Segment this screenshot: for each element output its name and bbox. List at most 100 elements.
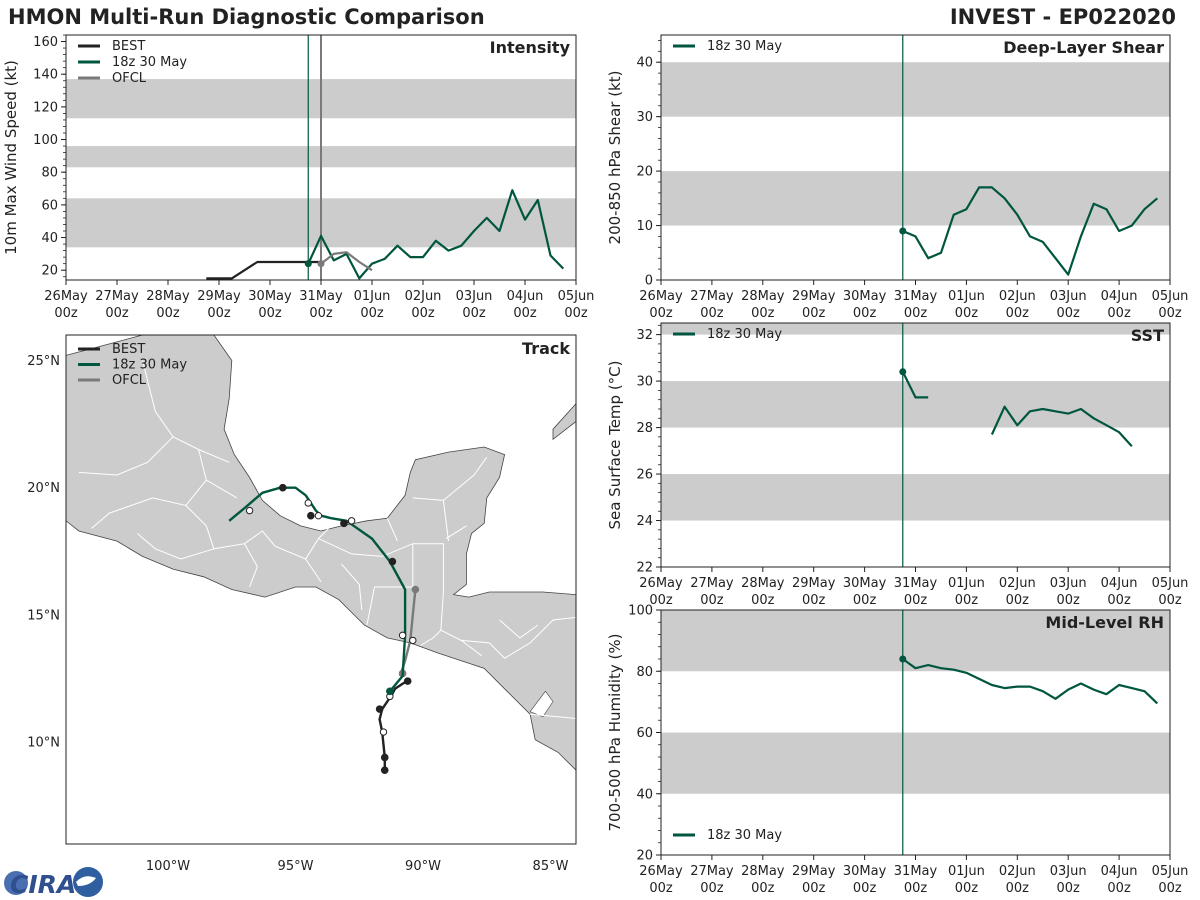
intensity-legend-label: 18z 30 May [112,55,187,70]
track-point-filled [278,483,287,492]
border-line [91,479,207,529]
intensity-xtick-hour: 00z [309,306,333,321]
shear-band [661,62,1170,117]
intensity-title: Intensity [490,38,571,57]
border-line [318,538,413,557]
intensity-xtick-hour: 00z [207,306,231,321]
intensity-xtick-hour: 00z [156,306,180,321]
intensity-model-start-point [304,260,312,268]
sst-xtick-hour: 00z [751,593,775,608]
sst-xtick-hour: 00z [1158,593,1182,608]
border-line [366,543,444,626]
sst-xtick-date: 26May [639,576,683,591]
track-point-open [347,517,356,525]
rh-band [661,610,1170,672]
shear-xtick-date: 28May [741,289,785,304]
shear-xtick-date: 04Jun [1101,289,1138,304]
rh-panel: 20 40 60 80 100 26May 00z 27May 00z 28May 00z 29May… [606,604,1188,897]
rh-xtick-date: 04Jun [1101,864,1138,879]
intensity-xtick-hour: 00z [258,306,282,321]
border-line [137,533,215,560]
intensity-ytick-label: 20 [41,264,58,279]
rh-title: Mid-Level RH [1045,613,1164,632]
rh-ytick-label: 20 [636,849,653,864]
intensity-ofcl-start-point [317,260,325,268]
rh-xtick-hour: 00z [802,881,826,896]
swirl-icon [76,876,96,886]
track-title: Track [522,339,570,358]
intensity-xtick-date: 26May [44,289,88,304]
sst-panel: 22 24 26 28 30 32 26May 00z 27May 00z 28May 00z 29Ma… [606,322,1188,608]
track-legend-label: BEST [112,342,145,357]
sst-xtick-date: 31May [894,576,938,591]
shear-ytick-label: 10 [636,219,653,234]
globe-icon [4,871,28,895]
intensity-ytick-label: 60 [41,198,58,213]
shear-xtick-date: 31May [894,289,938,304]
sst-xtick-date: 03Jun [1050,576,1087,591]
shear-xtick-hour: 00z [751,306,775,321]
shear-xtick-hour: 00z [1158,306,1182,321]
shear-xtick-hour: 00z [1057,306,1081,321]
track-lon-label: 90°W [405,859,441,874]
shear-xtick-hour: 00z [955,306,979,321]
sst-xtick-date: 27May [690,576,734,591]
rh-xtick-hour: 00z [1158,881,1182,896]
rh-xtick-hour: 00z [1057,881,1081,896]
intensity-xtick-date: 30May [248,289,292,304]
intensity-xtick-date: 29May [197,289,241,304]
intensity-series-line [320,251,373,272]
shear-series-line [902,186,1159,276]
shear-xtick-hour: 00z [1006,306,1030,321]
shear-xtick-hour: 00z [700,306,724,321]
track-lat-label: 25°N [27,354,60,369]
shear-xtick-hour: 00z [649,306,673,321]
sst-series-line [990,405,1133,447]
track-legend-label: 18z 30 May [112,358,187,373]
shear-xtick-date: 02Jun [999,289,1036,304]
track-point-filled [380,753,389,762]
track-lat-label: 20°N [27,481,60,496]
border-line [461,616,576,659]
sst-xtick-date: 28May [741,576,785,591]
sst-ytick-label: 22 [636,561,653,576]
sst-xtick-date: 04Jun [1101,576,1138,591]
sst-xtick-date: 29May [792,576,836,591]
rh-model-start-point [899,655,907,663]
rh-ytick-label: 60 [636,726,653,741]
intensity-xtick-date: 03Jun [456,289,493,304]
sst-xtick-date: 02Jun [999,576,1036,591]
track-point-open [379,728,388,736]
track-frame [65,334,577,845]
intensity-xtick-hour: 00z [360,306,384,321]
border-line [78,436,174,476]
rh-xtick-hour: 00z [1006,881,1030,896]
sst-ylabel: Sea Surface Temp (°C) [606,360,624,529]
shear-xtick-date: 29May [792,289,836,304]
rh-xtick-hour: 00z [904,881,928,896]
sst-xtick-hour: 00z [955,593,979,608]
sst-band [661,381,1170,428]
shear-band [661,171,1170,226]
border-line [244,543,258,588]
sst-series-line [901,371,929,399]
border-line [530,713,576,720]
rh-ytick-label: 80 [636,665,653,680]
rh-xtick-hour: 00z [700,881,724,896]
border-line [445,525,467,540]
rh-ylabel: 700-500 hPa Humidity (%) [606,633,624,831]
shear-xtick-date: 27May [690,289,734,304]
track-point-filled [388,557,397,566]
sst-band [661,323,1170,335]
track-point-filled [375,705,384,713]
track-legend-label: OFCL [112,373,147,388]
sst-xtick-hour: 00z [853,593,877,608]
track-point-open [409,636,417,645]
shear-ytick-label: 30 [636,110,653,125]
border-line [443,456,488,501]
shear-xtick-date: 03Jun [1050,289,1087,304]
sst-ytick-label: 30 [636,375,653,390]
rh-ytick-label: 100 [628,604,653,619]
logo-text: CIRA [10,870,76,899]
intensity-panel: 20 40 60 80 100 120 140 160 26May 00z 27May 00z 28Ma… [2,34,594,321]
